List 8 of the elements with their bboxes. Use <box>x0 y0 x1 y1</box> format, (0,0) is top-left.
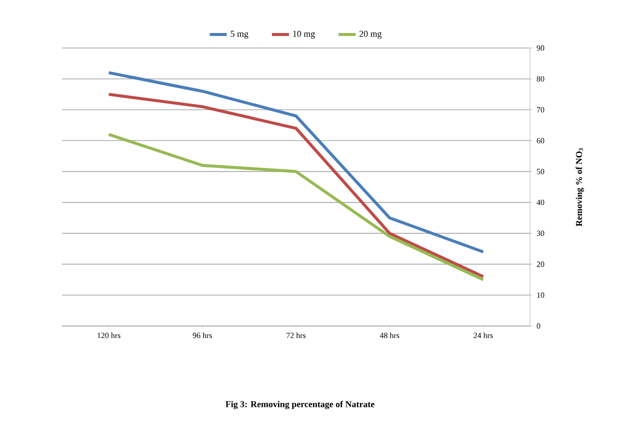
line-series <box>107 92 485 278</box>
legend-label: 20 mg <box>359 30 382 39</box>
text: Fig 3: Removing percentage of Natrate <box>226 400 374 410</box>
line-series <box>107 132 485 282</box>
legend-label: 5 mg <box>230 30 248 39</box>
y-axis-title: Removing % of NO$_{3}$ <box>576 148 584 226</box>
legend-label: 10 mg <box>293 30 315 39</box>
line-series <box>107 71 485 254</box>
